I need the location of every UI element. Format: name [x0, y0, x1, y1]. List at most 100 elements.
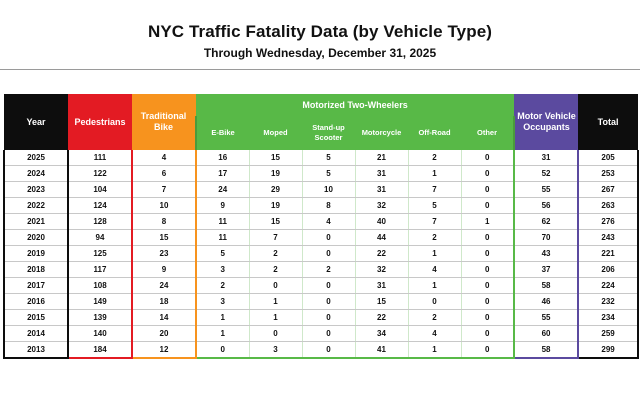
- cell-ebike: 3: [195, 261, 249, 278]
- cell-off-road: 4: [407, 261, 461, 278]
- cell-ebike: 24: [195, 181, 249, 198]
- table-row: 2021 128 8 11 15 4 40 7 1 62 276: [3, 213, 640, 230]
- cell-stand-up-scooter: 2: [301, 261, 355, 278]
- cell-traditional-bike: 12: [131, 341, 197, 359]
- cell-pedestrians: 128: [67, 213, 133, 230]
- cell-other: 0: [460, 293, 516, 310]
- cell-off-road: 1: [407, 341, 461, 359]
- cell-ebike: 16: [195, 150, 249, 166]
- cell-motorcycle: 21: [354, 150, 408, 166]
- cell-ebike: 3: [195, 293, 249, 310]
- cell-pedestrians: 117: [67, 261, 133, 278]
- cell-other: 0: [460, 277, 516, 294]
- cell-year: 2015: [3, 309, 69, 326]
- cell-ebike: 9: [195, 197, 249, 214]
- cell-moped: 0: [248, 325, 302, 342]
- cell-year: 2018: [3, 261, 69, 278]
- header-ebike: E-Bike: [195, 116, 249, 150]
- cell-motor-vehicle-occupants: 56: [513, 197, 580, 214]
- cell-traditional-bike: 18: [131, 293, 197, 310]
- cell-moped: 2: [248, 261, 302, 278]
- cell-stand-up-scooter: 0: [301, 245, 355, 262]
- cell-total: 259: [577, 325, 640, 342]
- cell-pedestrians: 108: [67, 277, 133, 294]
- cell-stand-up-scooter: 0: [301, 277, 355, 294]
- cell-motor-vehicle-occupants: 55: [513, 181, 580, 198]
- cell-other: 0: [460, 261, 516, 278]
- header-total: Total: [578, 94, 639, 150]
- cell-other: 0: [460, 341, 516, 359]
- header-motorized-two-wheelers: Motorized Two-Wheelers: [196, 94, 515, 116]
- cell-other: 0: [460, 229, 516, 246]
- table-row: 2018 117 9 3 2 2 32 4 0 37 206: [3, 261, 640, 278]
- cell-off-road: 1: [407, 277, 461, 294]
- cell-moped: 1: [248, 293, 302, 310]
- cell-traditional-bike: 20: [131, 325, 197, 342]
- table-body: 2025 111 4 16 15 5 21 2 0 31 205 2024 122 6 17 19 5 31 1 0 5…: [3, 150, 640, 359]
- cell-moped: 0: [248, 277, 302, 294]
- page-subtitle: Through Wednesday, December 31, 2025: [203, 46, 437, 60]
- cell-motor-vehicle-occupants: 43: [513, 245, 580, 262]
- cell-motor-vehicle-occupants: 37: [513, 261, 580, 278]
- cell-motorcycle: 44: [354, 229, 408, 246]
- cell-motorcycle: 41: [354, 341, 408, 359]
- cell-motor-vehicle-occupants: 58: [513, 341, 580, 359]
- cell-other: 0: [460, 181, 516, 198]
- cell-year: 2025: [3, 150, 69, 166]
- cell-traditional-bike: 14: [131, 309, 197, 326]
- header-pedestrians: Pedestrians: [68, 94, 132, 150]
- cell-year: 2019: [3, 245, 69, 262]
- table-row: 2014 140 20 1 0 0 34 4 0 60 259: [3, 325, 640, 342]
- header-motorcycle: Motorcycle: [355, 116, 408, 150]
- cell-moped: 1: [248, 309, 302, 326]
- header-other: Other: [461, 116, 516, 150]
- cell-motorcycle: 40: [354, 213, 408, 230]
- cell-moped: 3: [248, 341, 302, 359]
- cell-pedestrians: 149: [67, 293, 133, 310]
- cell-pedestrians: 139: [67, 309, 133, 326]
- cell-pedestrians: 94: [67, 229, 133, 246]
- cell-traditional-bike: 23: [131, 245, 197, 262]
- cell-traditional-bike: 4: [131, 150, 197, 166]
- cell-off-road: 2: [407, 309, 461, 326]
- cell-motorcycle: 15: [354, 293, 408, 310]
- cell-ebike: 5: [195, 245, 249, 262]
- cell-moped: 15: [248, 150, 302, 166]
- cell-total: 206: [577, 261, 640, 278]
- cell-total: 205: [577, 150, 640, 166]
- cell-off-road: 1: [407, 245, 461, 262]
- cell-total: 234: [577, 309, 640, 326]
- fatality-table: Year Pedestrians Traditional Bike Motori…: [3, 94, 640, 359]
- cell-traditional-bike: 6: [131, 165, 197, 182]
- cell-off-road: 2: [407, 150, 461, 166]
- cell-motorcycle: 32: [354, 197, 408, 214]
- cell-motorcycle: 31: [354, 165, 408, 182]
- cell-moped: 2: [248, 245, 302, 262]
- table-row: 2019 125 23 5 2 0 22 1 0 43 221: [3, 245, 640, 262]
- cell-pedestrians: 184: [67, 341, 133, 359]
- cell-moped: 7: [248, 229, 302, 246]
- cell-off-road: 7: [407, 213, 461, 230]
- table-row: 2016 149 18 3 1 0 15 0 0 46 232: [3, 293, 640, 310]
- cell-off-road: 7: [407, 181, 461, 198]
- cell-off-road: 5: [407, 197, 461, 214]
- cell-moped: 15: [248, 213, 302, 230]
- cell-year: 2022: [3, 197, 69, 214]
- cell-motor-vehicle-occupants: 58: [513, 277, 580, 294]
- cell-total: 253: [577, 165, 640, 182]
- cell-off-road: 0: [407, 293, 461, 310]
- cell-year: 2016: [3, 293, 69, 310]
- cell-total: 243: [577, 229, 640, 246]
- cell-ebike: 11: [195, 213, 249, 230]
- header-motor-vehicle-occupants: Motor Vehicle Occupants: [514, 94, 579, 150]
- cell-other: 1: [460, 213, 516, 230]
- cell-moped: 19: [248, 165, 302, 182]
- cell-stand-up-scooter: 8: [301, 197, 355, 214]
- cell-year: 2014: [3, 325, 69, 342]
- cell-year: 2021: [3, 213, 69, 230]
- cell-stand-up-scooter: 4: [301, 213, 355, 230]
- header-year: Year: [4, 94, 68, 150]
- cell-stand-up-scooter: 5: [301, 165, 355, 182]
- cell-stand-up-scooter: 0: [301, 229, 355, 246]
- cell-ebike: 2: [195, 277, 249, 294]
